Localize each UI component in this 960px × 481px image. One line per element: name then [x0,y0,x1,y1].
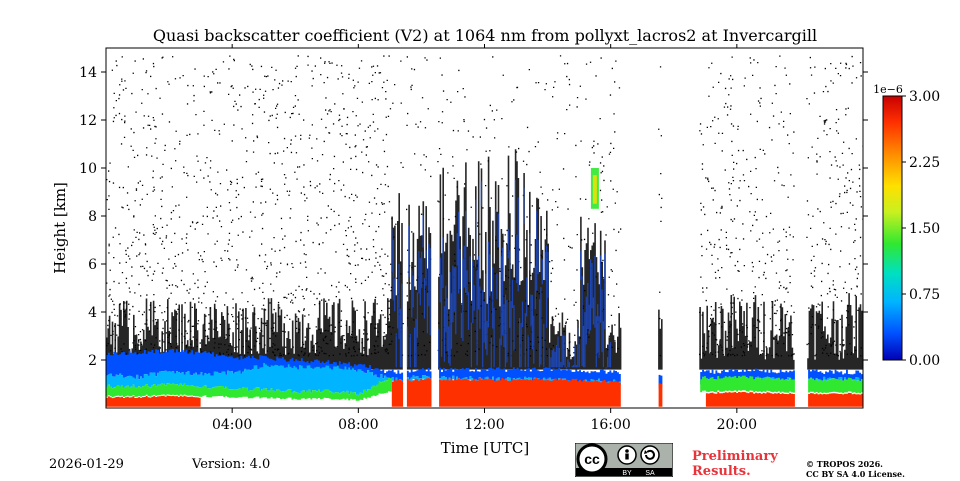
x-tick-label: 16:00 [590,417,630,433]
y-axis: 2 4 6 8 10 12 14 [79,65,868,369]
y-tick-label: 2 [88,353,97,369]
copyright-line-1: © TROPOS 2026. [806,459,883,469]
boundary-layer [106,349,863,407]
x-tick-label: 12:00 [464,417,504,433]
cc-icon [576,443,608,475]
colorbar-tick-label: 3.00 [909,89,940,105]
y-axis-label: Height [km] [51,182,69,274]
y-tick-label: 8 [88,209,97,225]
column-layer [106,149,863,370]
sa-label: SA [645,470,655,477]
colorbar-exponent: 1e−6 [873,83,903,96]
x-tick-label: 20:00 [717,417,757,433]
sa-icon [640,445,660,465]
copyright-note: © TROPOS 2026. CC BY SA 4.0 License. [806,459,905,479]
y-tick-label: 4 [88,305,97,321]
date-label: 2026-01-29 [49,457,124,472]
preliminary-line-2: Results. [692,464,751,479]
cloud-core [592,175,597,204]
bl-band-green-signal [106,375,863,401]
y-tick-label: 14 [79,65,97,81]
plot-area [106,48,863,408]
cc-license-badge: cc BY SA [574,442,674,478]
version-label: Version: 4.0 [192,457,271,472]
y-tick-label: 12 [79,113,97,129]
colorbar-tick-label: 0.75 [909,287,940,303]
x-tick-label: 04:00 [212,417,252,433]
x-tick-label: 08:00 [338,417,378,433]
colorbar-tick-label: 1.50 [909,221,940,237]
preliminary-line-1: Preliminary [692,449,778,464]
bl-band-high-signal [106,377,863,407]
x-axis-label: Time [UTC] [441,439,530,457]
colorbar-bar [882,95,903,361]
by-label: BY [622,470,632,477]
y-tick-label: 10 [79,161,97,177]
high-signal-columns [391,179,612,369]
colorbar: 1e−6 0.00 0.75 1.50 2.25 3.00 [873,83,940,369]
preliminary-note: Preliminary Results. [692,449,778,479]
cloud-feature [590,168,599,209]
colorbar-tick-label: 2.25 [909,155,940,171]
copyright-line-2: CC BY SA 4.0 License. [806,469,905,479]
chart-title: Quasi backscatter coefficient (V2) at 10… [153,26,817,45]
x-axis: 04:00 08:00 12:00 16:00 20:00 [212,44,757,433]
svg-text:cc: cc [584,451,600,467]
colorbar-ticks: 0.00 0.75 1.50 2.25 3.00 [902,89,940,369]
signal-columns [106,149,863,370]
y-tick-label: 6 [88,257,97,273]
colorbar-tick-label: 0.00 [909,353,940,369]
